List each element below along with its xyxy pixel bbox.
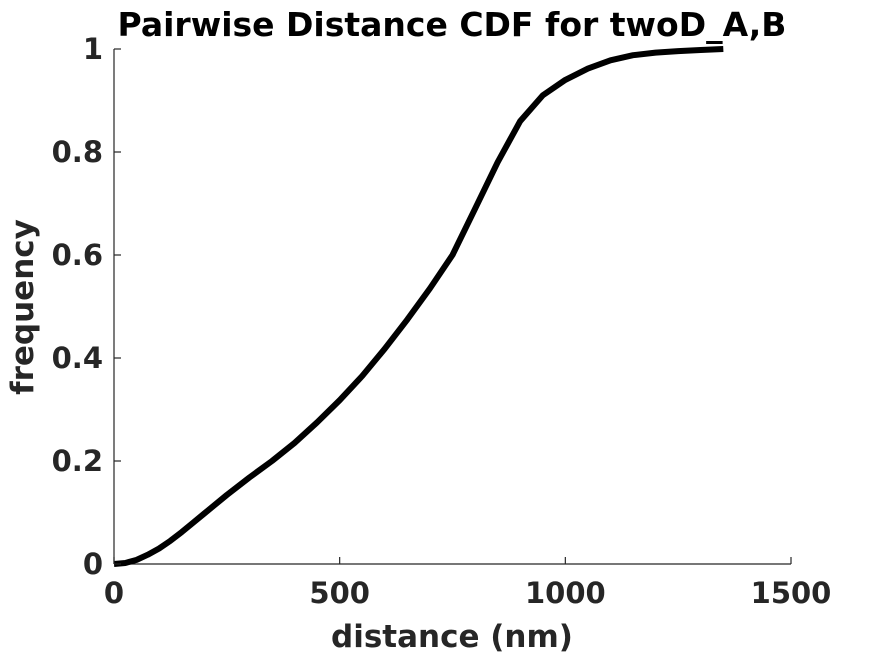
y-tick-label: 0.6 bbox=[52, 238, 103, 272]
y-axis-label: frequency bbox=[5, 219, 41, 395]
x-axis: 0 500 1000 1500 bbox=[104, 557, 831, 610]
series-line-1 bbox=[113, 46, 724, 567]
x-axis-label: distance (nm) bbox=[331, 619, 573, 655]
y-tick-label: 0.4 bbox=[52, 341, 103, 375]
x-tick-label: 1000 bbox=[525, 576, 606, 610]
x-tick-label: 0 bbox=[104, 576, 124, 610]
axes bbox=[113, 49, 791, 565]
x-tick-label: 500 bbox=[309, 576, 370, 610]
plot-area bbox=[113, 46, 724, 567]
y-tick-label: 0.2 bbox=[52, 444, 103, 478]
y-tick-label: 0.8 bbox=[52, 135, 103, 169]
x-tick-label: 1500 bbox=[751, 576, 832, 610]
chart-title: Pairwise Distance CDF for twoD_A,B bbox=[118, 5, 787, 44]
y-axis: 0 0.2 0.4 0.6 0.8 1 bbox=[52, 32, 121, 581]
y-tick-label: 0 bbox=[83, 547, 103, 581]
y-tick-label: 1 bbox=[83, 32, 103, 66]
